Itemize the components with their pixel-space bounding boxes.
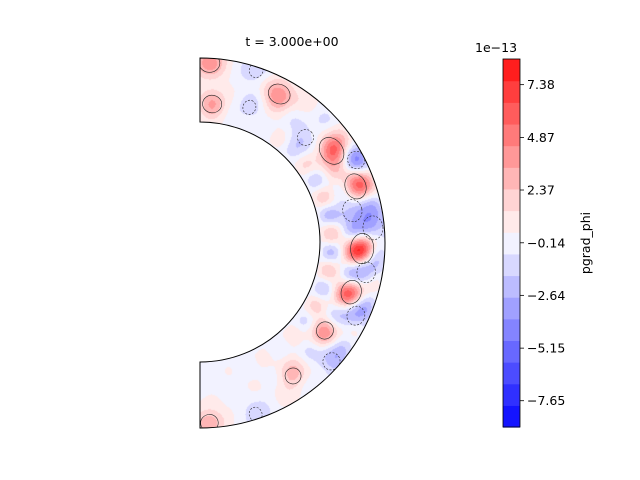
colorbar-band [503,340,520,363]
colorbar-tick-label: 2.37 [527,183,555,198]
annulus-outline [199,57,386,429]
colorbar-tick-label: −0.14 [527,235,565,250]
colorbar-band [503,275,520,298]
plot-title: t = 3.000e+00 [245,34,338,49]
colorbar-band [503,232,520,255]
contour-line [346,305,366,326]
contour-line [318,137,345,165]
colorbar-band [503,362,520,385]
contour-line [316,321,334,340]
colorbar-band [503,297,520,320]
contour-line [200,58,221,73]
colorbar-tick-label: 7.38 [527,77,555,92]
contour-line [284,367,302,385]
colorbar-band [503,383,520,406]
colorbar-band [503,123,520,147]
colorbar-band [503,188,520,212]
contour-line [340,280,362,305]
contour-line [200,414,219,428]
colorbar-ticks: 7.38 4.87 2.37 −0.14 −2.64 −5.15 −7.65 [520,77,565,408]
colorbar-band [503,210,520,233]
colorbar-band [503,59,520,82]
colorbar-tick-label: −2.64 [527,288,565,303]
colorbar-band [503,318,520,342]
contour-line [342,199,363,223]
contour-line [356,261,376,283]
colorbar-band [503,253,520,277]
contour-line [362,215,384,241]
colorbar: 1e−13 7.38 4.87 2.37 −0.14 −2.64 −5.15 −7.65 p… [475,40,593,428]
colorbar-band [503,167,520,190]
colorbar-band [503,80,520,103]
colorbar-band [503,145,520,168]
contour-line [344,173,367,200]
contour-line [297,129,314,146]
contour-line [242,99,257,115]
colorbar-bands [503,59,520,428]
colorbar-tick-label: −5.15 [527,341,565,356]
colorbar-tick-label: 4.87 [527,130,555,145]
contour-line [202,94,223,114]
colorbar-band [503,102,520,125]
colorbar-label: pgrad_phi [578,212,593,274]
contour-line [268,83,291,105]
colorbar-tick-label: −7.65 [527,393,565,408]
colorbar-band [503,405,520,428]
colorbar-offset-text: 1e−13 [475,40,517,55]
